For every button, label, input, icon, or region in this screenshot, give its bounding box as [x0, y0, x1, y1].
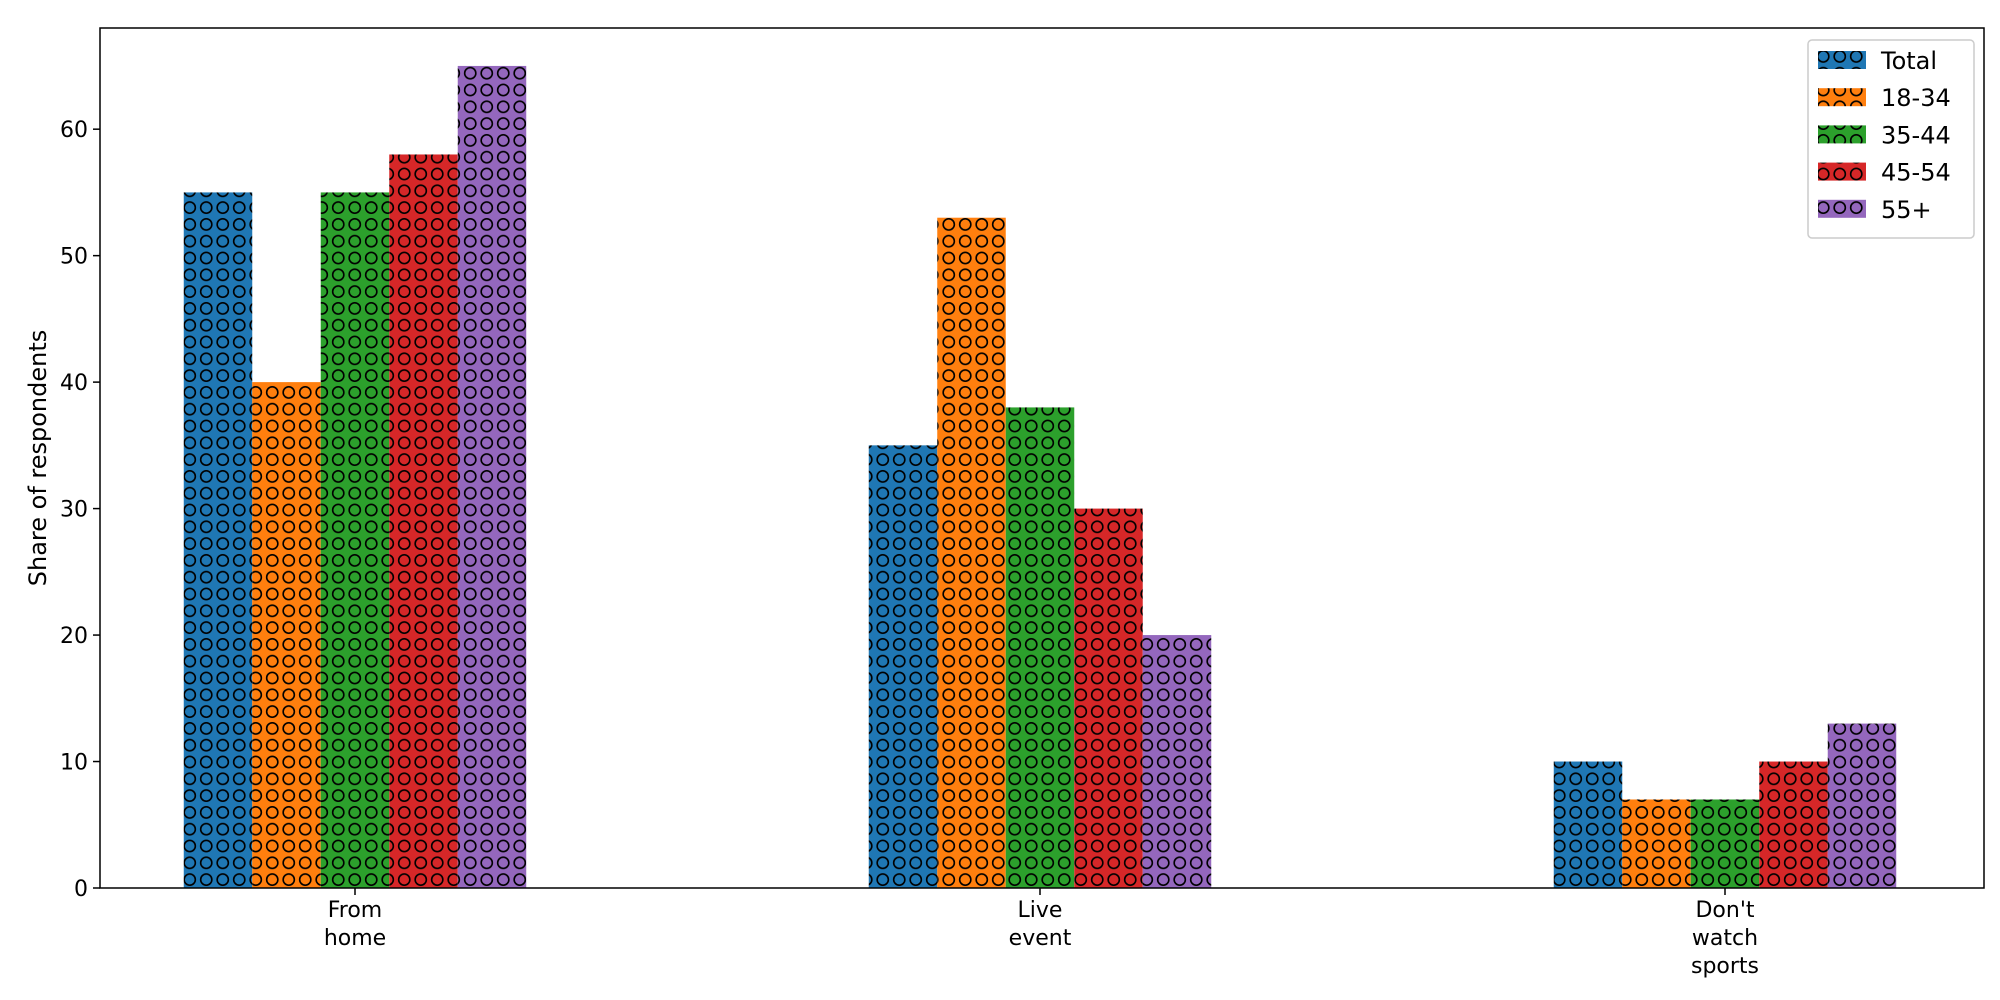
- y-tick-label-60: 60: [60, 118, 88, 143]
- x-tick-label-don-t-watch-sports: Don't watch sports: [1691, 898, 1759, 979]
- legend-label-55: 55+: [1881, 196, 1932, 224]
- bar-don-t-watch-sports-55: [1827, 723, 1897, 888]
- y-axis-label: Share of respondents: [24, 330, 52, 587]
- bars-layer: [183, 65, 1897, 889]
- legend-label-35-44: 35-44: [1881, 121, 1951, 149]
- y-tick-label-20: 20: [60, 624, 88, 649]
- y-tick-label-50: 50: [60, 245, 88, 270]
- legend-swatch-55: [1818, 199, 1866, 218]
- bar-live-event-18-34: [937, 217, 1006, 889]
- y-tick-label-10: 10: [60, 751, 88, 776]
- legend-label-45-54: 45-54: [1881, 159, 1951, 187]
- legend-label-total: Total: [1880, 47, 1937, 75]
- bar-from-home-45-54: [389, 154, 458, 888]
- bar-live-event-35-44: [1005, 407, 1075, 888]
- bar-don-t-watch-sports-total: [1553, 761, 1623, 888]
- bar-don-t-watch-sports-45-54: [1759, 761, 1828, 888]
- y-axis: 0 10 20 30 40 50 60: [60, 118, 100, 902]
- legend: Total 18-34 35-44 45-54 55+: [1807, 39, 1975, 239]
- plot-frame: [99, 27, 1985, 889]
- bar-live-event-45-54: [1074, 508, 1143, 888]
- bar-from-home-55: [457, 65, 527, 889]
- bar-from-home-18-34: [252, 382, 321, 888]
- legend-label-18-34: 18-34: [1881, 84, 1951, 112]
- bar-don-t-watch-sports-18-34: [1622, 799, 1691, 888]
- bar-live-event-total: [868, 445, 938, 888]
- y-tick-label-30: 30: [60, 498, 88, 523]
- bar-from-home-total: [183, 192, 253, 889]
- legend-swatch-35-44: [1818, 125, 1866, 144]
- y-tick-label-0: 0: [74, 877, 88, 902]
- x-tick-label-from-home: From home: [324, 898, 386, 951]
- legend-swatch-18-34: [1818, 88, 1866, 107]
- bar-from-home-35-44: [320, 192, 390, 889]
- legend-swatch-total: [1818, 51, 1866, 69]
- x-tick-label-live-event: Live event: [1009, 898, 1072, 951]
- legend-swatch-45-54: [1818, 162, 1866, 181]
- bar-live-event-55: [1142, 635, 1212, 888]
- y-tick-label-40: 40: [60, 371, 88, 396]
- bar-don-t-watch-sports-35-44: [1690, 799, 1760, 888]
- x-axis: From home Live event Don't watch sports: [324, 888, 1759, 979]
